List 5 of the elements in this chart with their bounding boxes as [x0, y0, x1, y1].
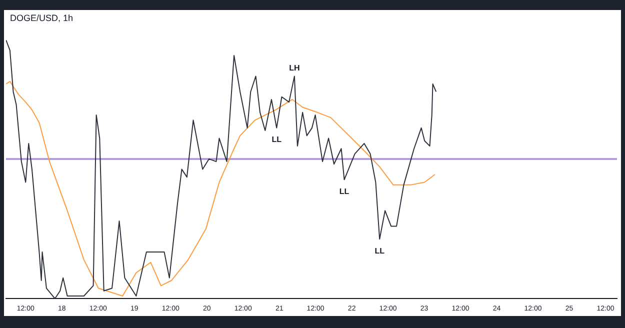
chart-title: DOGE/USD, 1h	[10, 13, 74, 23]
annotation: LH	[289, 63, 300, 72]
annotation: LL	[339, 186, 350, 196]
annotation: LL	[272, 135, 282, 144]
annotation: LL	[374, 246, 385, 256]
